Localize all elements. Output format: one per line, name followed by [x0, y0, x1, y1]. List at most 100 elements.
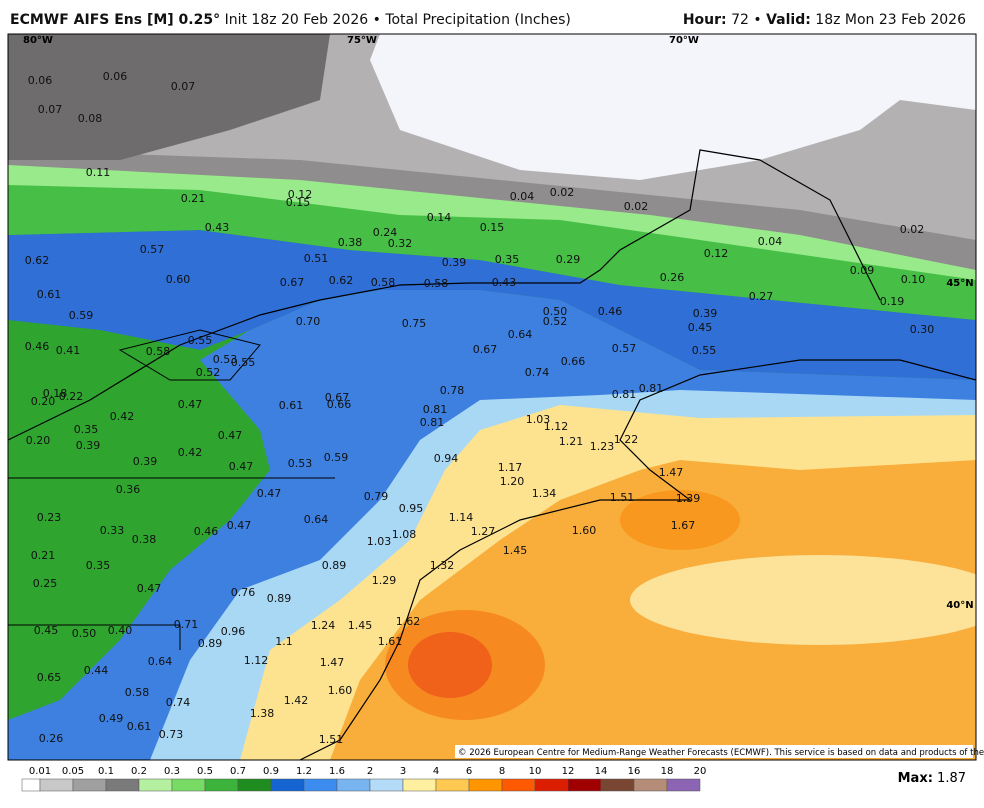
value-label: 0.07	[171, 80, 196, 93]
value-label: 0.15	[480, 221, 505, 234]
value-label: 0.39	[693, 307, 718, 320]
value-label: 0.26	[39, 732, 64, 745]
value-label: 0.39	[76, 439, 101, 452]
product: Total Precipitation (Inches)	[385, 12, 571, 28]
credit-bg	[455, 745, 973, 758]
value-label: 1.51	[610, 491, 635, 504]
value-label: 0.08	[78, 112, 103, 125]
colorbar-swatch	[138, 778, 173, 792]
colorbar-swatch	[237, 778, 272, 792]
value-label: 0.33	[100, 524, 125, 537]
value-label: 0.24	[373, 226, 398, 239]
lon-label: 70°W	[669, 35, 699, 46]
value-label: 0.53	[213, 353, 238, 366]
value-label: 0.46	[598, 305, 623, 318]
colorbar-swatch	[633, 778, 668, 792]
value-label: 0.47	[218, 429, 243, 442]
colorbar-label: 0.3	[164, 766, 180, 777]
value-label: 0.73	[159, 728, 184, 741]
value-label: 0.49	[99, 712, 124, 725]
init: Init 18z 20 Feb 2026	[224, 12, 369, 28]
colorbar-label: 10	[529, 766, 542, 777]
colorbar-swatch	[72, 778, 107, 792]
value-label: 0.52	[196, 366, 221, 379]
value-label: 0.02	[900, 223, 925, 236]
value-label: 0.66	[561, 355, 586, 368]
value-label: 0.64	[304, 513, 329, 526]
value-label: 1.45	[348, 619, 373, 632]
value-label: 1.24	[311, 619, 336, 632]
value-label: 0.67	[280, 276, 305, 289]
value-label: 0.96	[221, 625, 246, 638]
value-label: 0.14	[427, 211, 452, 224]
value-label: 0.79	[364, 490, 389, 503]
value-label: 0.46	[194, 525, 219, 538]
value-label: 0.61	[127, 720, 152, 733]
value-label: 0.61	[37, 288, 62, 301]
value-label: 0.40	[108, 624, 133, 637]
value-label: 0.42	[178, 446, 203, 459]
value-label: 0.32	[388, 237, 413, 250]
hour-label: Hour:	[682, 12, 727, 28]
value-label: 0.07	[38, 103, 63, 116]
value-label: 0.20	[31, 395, 56, 408]
credit: © 2026 European Centre for Medium-Range …	[458, 748, 984, 758]
value-label: 0.50	[72, 627, 97, 640]
colorbar-label: 2	[367, 766, 373, 777]
colorbar-swatch	[435, 778, 470, 792]
value-label: 1.60	[572, 524, 597, 537]
value-label: 1.29	[372, 574, 397, 587]
colorbar-label: 1.2	[296, 766, 312, 777]
valid-label: Valid:	[766, 12, 811, 28]
value-label: 0.42	[110, 410, 135, 423]
value-label: 0.81	[420, 416, 445, 429]
value-label: 0.46	[25, 340, 50, 353]
value-label: 0.22	[59, 390, 84, 403]
max: Max: 1.87	[898, 771, 966, 786]
value-label: 0.43	[205, 221, 230, 234]
value-label: 0.02	[550, 186, 575, 199]
value-label: 0.47	[227, 519, 252, 532]
value-label: 0.15	[286, 196, 311, 209]
value-label: 1.03	[526, 413, 551, 426]
colorbar-label: 12	[562, 766, 575, 777]
value-label: 0.59	[69, 309, 94, 322]
value-label: 0.64	[508, 328, 533, 341]
colorbar-label: 8	[499, 766, 505, 777]
precip-field	[8, 34, 976, 760]
lon-label: 75°W	[347, 35, 377, 46]
value-label: 0.65	[37, 671, 62, 684]
value-label: 0.74	[166, 696, 191, 709]
colorbar-label: 3	[400, 766, 406, 777]
colorbar-label: 4	[433, 766, 439, 777]
value-label: 0.81	[612, 388, 637, 401]
value-label: 0.35	[495, 253, 520, 266]
valid-info: Hour: 72 • Valid: 18z Mon 23 Feb 2026	[683, 12, 966, 28]
value-label: 1.34	[532, 487, 557, 500]
value-label: 1.23	[590, 440, 615, 453]
colorbar: 0.01 0.05 0.1 0.2 0.3 0.5 0.7 0.9 1.2 1.6 2 3 4 6 8 10 1…	[21, 766, 706, 792]
value-label: 1.32	[430, 559, 455, 572]
model: ECMWF AIFS Ens [M] 0.25°	[10, 12, 221, 28]
colorbar-swatch	[204, 778, 239, 792]
value-label: 0.43	[492, 276, 517, 289]
lon-label: 80°W	[23, 35, 53, 46]
colorbar-swatch	[171, 778, 206, 792]
value-label: 0.89	[198, 637, 223, 650]
colorbar-label: 0.5	[197, 766, 213, 777]
colorbar-swatch	[369, 778, 404, 792]
value-label: 0.39	[442, 256, 467, 269]
colorbar-label: 18	[661, 766, 674, 777]
colorbar-label: 0.05	[62, 766, 84, 777]
value-label: 0.55	[231, 356, 256, 369]
value-label: 1.38	[250, 707, 275, 720]
colorbar-swatch	[666, 778, 701, 792]
value-label: 0.58	[146, 345, 171, 358]
value-label: 0.58	[371, 276, 396, 289]
value-label: 0.61	[279, 399, 304, 412]
value-label: 0.60	[166, 273, 191, 286]
colorbar-swatch	[567, 778, 602, 792]
value-label: 0.81	[639, 382, 664, 395]
value-label: 1.61	[378, 635, 403, 648]
